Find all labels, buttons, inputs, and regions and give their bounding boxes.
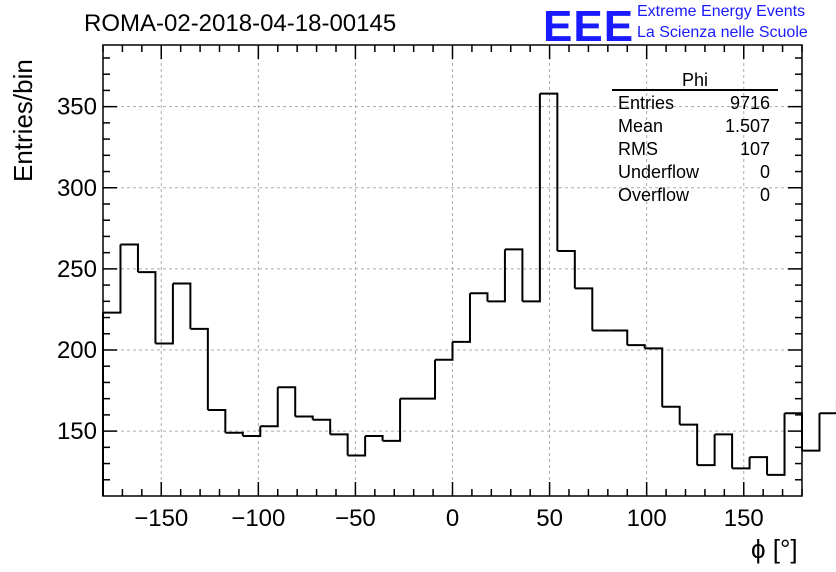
histogram-bin [155,283,174,345]
x-tick-label: −50 [335,505,376,532]
logo-caption-1: Extreme Energy Events [637,3,806,20]
histogram-bin [225,431,244,436]
x-tick-label: −100 [231,505,285,532]
histogram-bin [452,293,471,343]
y-tick-label: 250 [57,256,97,283]
histogram-bin [784,412,803,451]
y-tick-label: 300 [57,175,97,202]
axis-ticks [102,45,803,496]
histogram-bin [295,415,314,420]
histogram-bin [662,405,681,425]
histogram-bin [103,244,122,314]
histogram-bin [120,243,139,273]
histogram-bin [365,434,384,441]
histogram-bin [574,287,594,331]
histogram-bin [609,329,629,346]
histogram-bin [277,386,297,417]
y-tick-label: 350 [57,94,97,121]
y-tick-label: 200 [57,337,97,364]
stats-value: 107 [739,139,770,159]
histogram-bin [487,249,506,303]
run-title: ROMA-02-2018-04-18-00145 [84,10,397,37]
histogram-bin [435,341,454,361]
x-tick-label: 150 [724,505,764,532]
histogram-bin [644,347,664,407]
histogram-bin [347,435,367,457]
histogram-bin [732,457,751,470]
x-tick-label: −150 [134,505,188,532]
histogram-bin [417,359,437,400]
histogram-bin [819,398,836,415]
histogram-bin [137,271,157,344]
histogram-bin [382,398,402,442]
histogram-bin [469,292,489,302]
stats-box: Phi Entries 9716 Mean 1.507 RMS 107 Unde… [612,70,778,207]
y-axis-label: Entries/bin [8,59,38,182]
stats-label: Entries [618,93,675,113]
grid-lines [103,45,802,496]
stats-row-entries: Entries 9716 [612,92,778,115]
histogram-bin [697,434,716,467]
histogram-bin [802,413,821,452]
histogram-bin [207,409,227,433]
x-axis-label: ϕ [°] [751,534,798,564]
histogram-bin [190,327,209,411]
stats-label: Underflow [618,162,700,182]
histogram-bin [749,456,769,475]
histogram-bin [539,92,559,252]
histogram-bin [522,93,541,303]
stats-title: Phi [681,70,708,90]
histogram-bin [557,250,576,289]
tick-labels: −150 −100 −50 0 50 100 150 150 200 250 300 350 [57,94,764,532]
histogram-bin [172,282,192,329]
stats-label: RMS [618,139,658,159]
histogram-bin [714,433,734,469]
x-tick-label: 100 [627,505,667,532]
histogram-bin [260,387,279,428]
stats-value: 0 [759,162,770,182]
histogram-bin [679,423,699,466]
histogram-bin [312,418,332,435]
x-tick-label: 50 [536,505,563,532]
stats-row-rms: RMS 107 [612,138,778,161]
stats-label: Overflow [618,185,690,205]
histogram-bin [767,413,786,476]
stats-row-overflow: Overflow 0 [612,184,778,207]
stats-row-mean: Mean 1.507 [612,115,778,138]
stats-row-underflow: Underflow 0 [612,161,778,184]
stats-value: 9716 [729,93,770,113]
logo-caption-2: La Scienza nelle Scuole [637,24,808,41]
histogram-bin [627,344,646,349]
eee-logo: EEE [543,2,635,51]
histogram-bin [330,433,349,456]
stats-value: 1.507 [724,116,770,136]
stats-value: 0 [759,185,770,205]
histogram-bin [242,426,262,437]
y-tick-label: 150 [57,418,97,445]
stats-label: Mean [618,116,664,136]
histogram-bin [504,248,524,302]
x-tick-label: 0 [446,505,459,532]
